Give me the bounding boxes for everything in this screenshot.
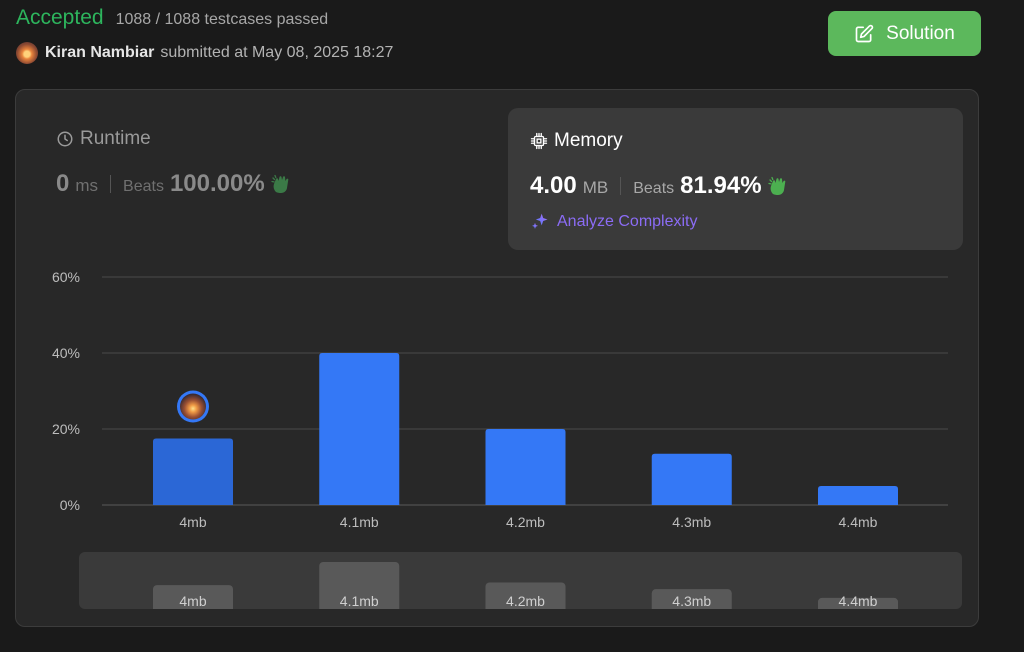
y-tick-label: 0% <box>60 497 80 513</box>
sparkle-icon <box>532 213 548 229</box>
runtime-value: 0 <box>56 170 70 197</box>
mini-tick-label: 4.2mb <box>506 593 545 609</box>
memory-card[interactable]: Memory 4.00 MB Beats 81.94% <box>508 108 963 250</box>
avatar[interactable] <box>16 42 38 64</box>
divider <box>110 175 112 193</box>
submitted-at: submitted at May 08, 2025 18:27 <box>160 44 394 61</box>
y-tick-label: 40% <box>52 345 80 361</box>
memory-beats-label: Beats <box>633 180 675 197</box>
bar-4mb[interactable] <box>153 438 233 506</box>
solution-button[interactable]: Solution <box>828 11 981 56</box>
mini-bar-4.1mb <box>319 562 400 609</box>
mini-bar-4.2mb <box>485 582 566 609</box>
bar-4.4mb[interactable] <box>818 486 898 505</box>
runtime-beats-label: Beats <box>123 178 164 195</box>
solution-button-label: Solution <box>886 22 955 44</box>
runtime-title: Runtime <box>56 128 151 150</box>
your-submission-marker[interactable] <box>177 390 209 423</box>
bar-4.1mb[interactable] <box>319 353 400 505</box>
bar-4.3mb[interactable] <box>651 453 732 505</box>
analyze-complexity-label: Analyze Complexity <box>557 213 698 230</box>
mini-bar-4mb <box>153 585 233 609</box>
memory-distribution-chart: 0% 20% 40% 60% 4mb 4.1mb 4.2mb 4.3mb 4.4mb <box>52 269 948 530</box>
clap-icon <box>271 174 289 193</box>
mini-tick-label: 4.1mb <box>340 593 379 609</box>
clock-icon <box>57 131 73 147</box>
memory-title-label: Memory <box>554 130 623 151</box>
x-tick-label: 4.4mb <box>839 514 878 530</box>
mini-tick-label: 4mb <box>179 593 206 609</box>
analyze-complexity-link[interactable]: Analyze Complexity <box>530 212 698 232</box>
runtime-unit: ms <box>75 176 99 195</box>
chip-icon <box>530 132 548 150</box>
bar-4.2mb[interactable] <box>485 429 566 505</box>
runtime-values: 0 ms Beats 100.00% <box>56 170 293 198</box>
testcases-passed: 1088 / 1088 testcases passed <box>115 11 329 28</box>
memory-beats-pct: 81.94% <box>680 172 762 199</box>
mini-bar-4.3mb <box>651 589 732 609</box>
runtime-title-label: Runtime <box>80 128 151 149</box>
mini-bar-4.4mb <box>818 597 898 609</box>
mini-tick-label: 4.3mb <box>672 593 711 609</box>
x-tick-label: 4.2mb <box>506 514 545 530</box>
memory-values: 4.00 MB Beats 81.94% <box>530 172 790 200</box>
range-navigator-bars: 4mb 4.1mb 4.2mb 4.3mb 4.4mb <box>153 562 898 609</box>
mini-tick-label: 4.4mb <box>839 593 878 609</box>
memory-unit: MB <box>582 178 609 197</box>
x-tick-label: 4.1mb <box>340 514 379 530</box>
divider <box>620 177 622 195</box>
memory-value: 4.00 <box>530 172 577 199</box>
chart-range-navigator[interactable]: 4mb 4.1mb 4.2mb 4.3mb 4.4mb <box>79 552 962 609</box>
clap-icon <box>767 176 785 195</box>
edit-icon <box>855 24 874 42</box>
status-line: Accepted 1088 / 1088 testcases passed <box>16 6 328 30</box>
runtime-card[interactable]: Runtime 0 ms Beats 100.00% <box>56 106 476 246</box>
y-tick-label: 20% <box>52 421 80 437</box>
status-accepted: Accepted <box>16 6 104 29</box>
submitter-line: Kiran Nambiar submitted at May 08, 2025 … <box>16 42 393 64</box>
memory-title: Memory <box>530 130 623 152</box>
submitter-name[interactable]: Kiran Nambiar <box>45 44 155 61</box>
y-tick-label: 60% <box>52 269 80 285</box>
x-tick-label: 4.3mb <box>672 514 711 530</box>
x-tick-label: 4mb <box>179 514 206 530</box>
runtime-beats-pct: 100.00% <box>169 170 265 197</box>
memory-result-panel: Runtime 0 ms Beats 100.00% <box>15 89 979 627</box>
